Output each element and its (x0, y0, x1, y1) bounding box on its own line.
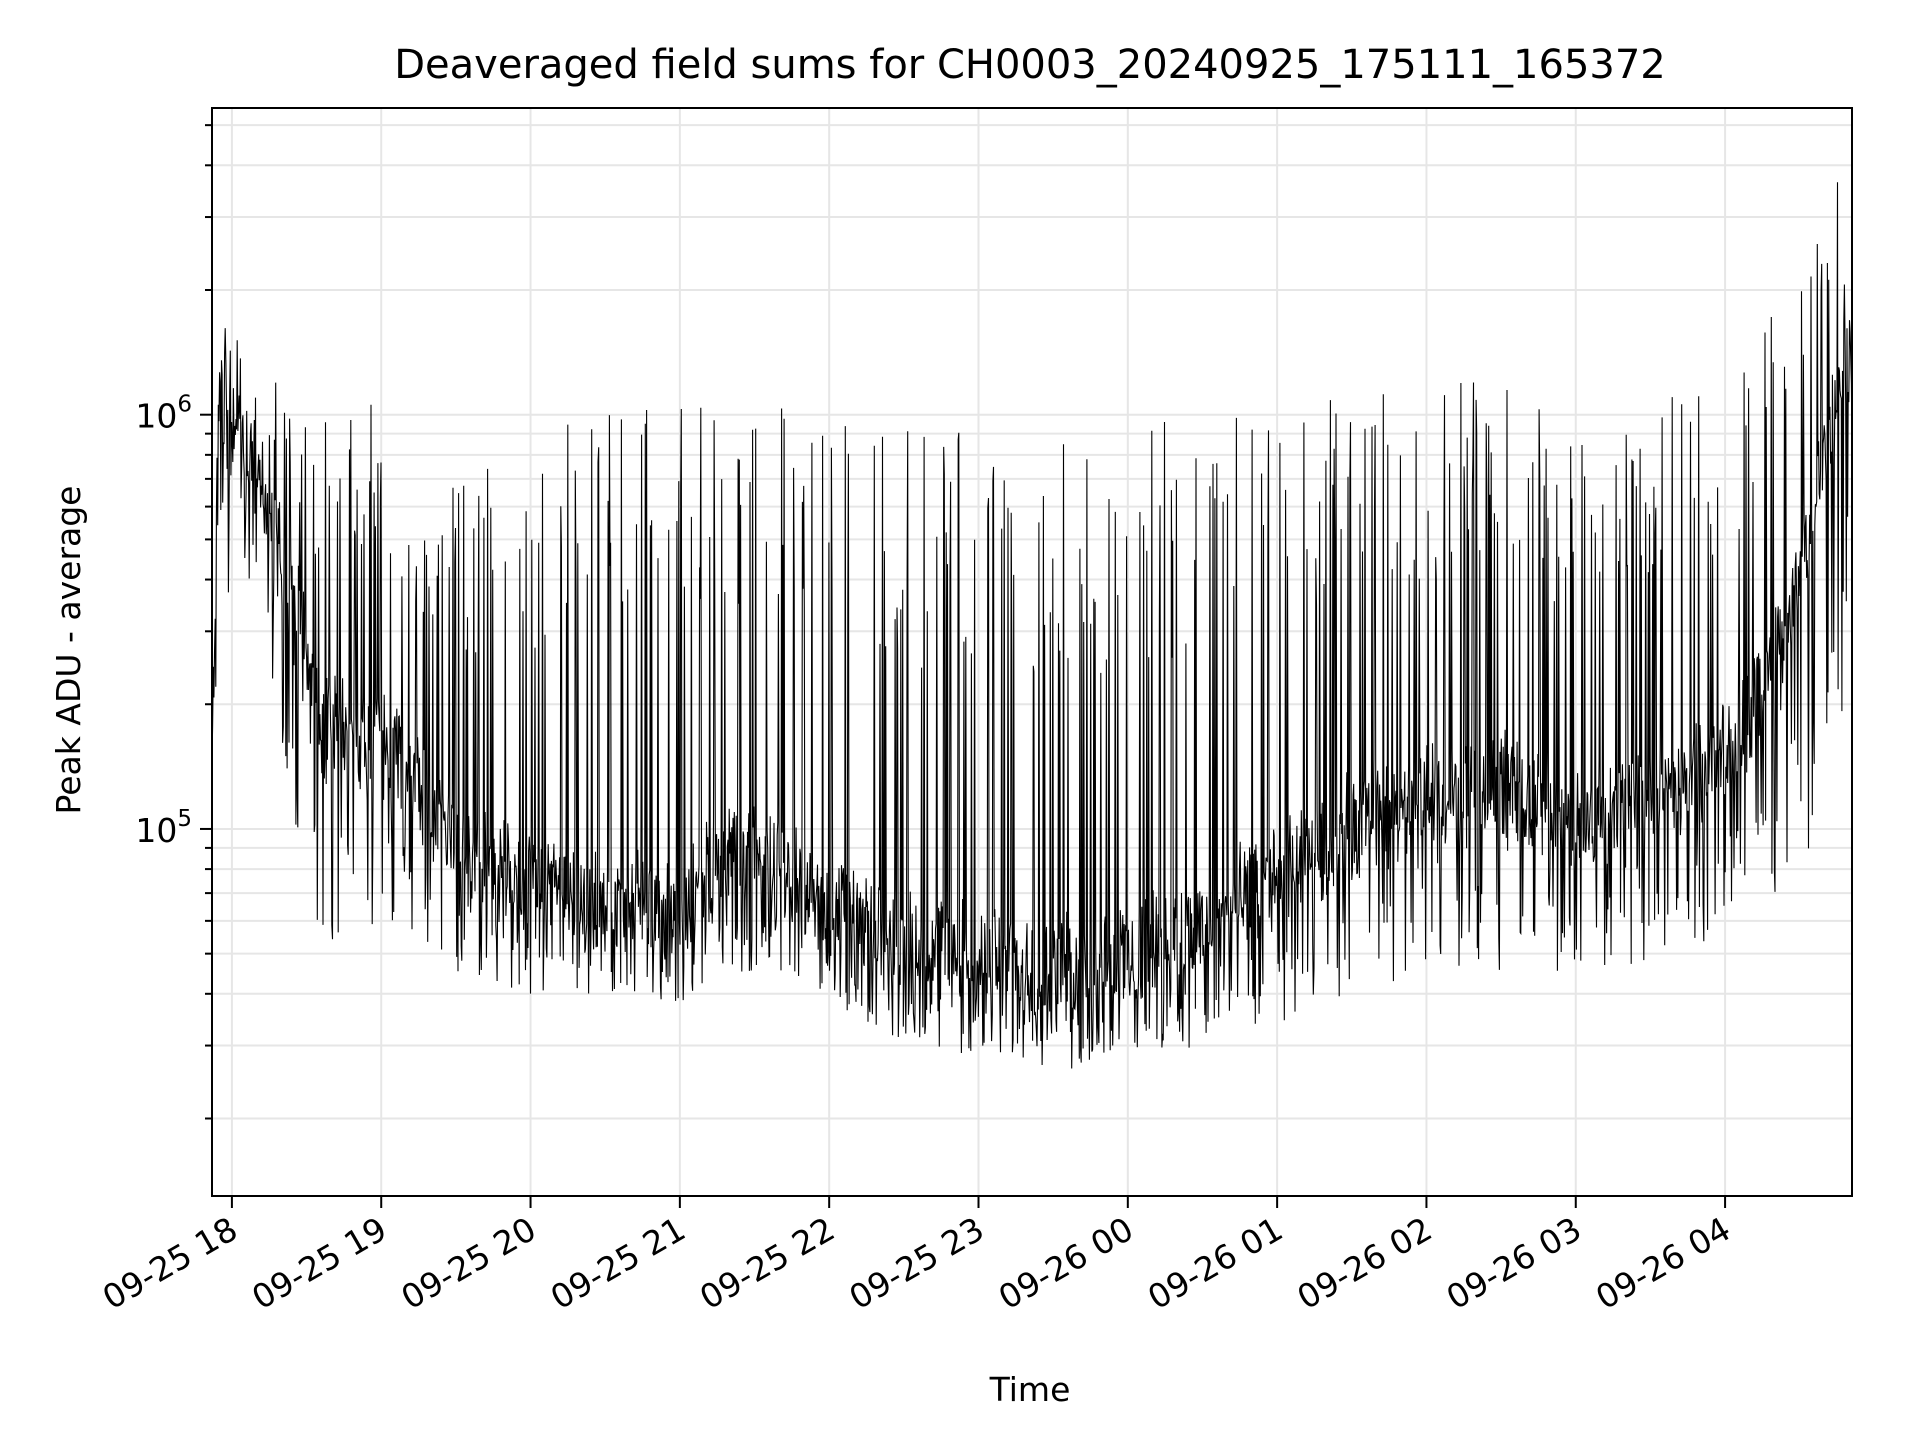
y-tick-label: 106 (135, 392, 192, 436)
x-tick-label: 09-26 01 (1141, 1209, 1289, 1317)
y-tick-label: 105 (135, 806, 192, 850)
x-tick-label: 09-25 19 (245, 1209, 393, 1317)
plot-area-frame (211, 107, 1853, 1197)
x-axis-label: Time (989, 1370, 1071, 1409)
x-tick-label: 09-25 21 (544, 1209, 692, 1317)
x-tick-label: 09-26 02 (1290, 1209, 1438, 1317)
x-tick-label: 09-25 23 (842, 1209, 990, 1317)
x-tick-label: 09-25 18 (96, 1209, 244, 1317)
x-tick-label: 09-25 22 (693, 1209, 841, 1317)
grid (212, 108, 1852, 1196)
x-tick-label: 09-26 00 (992, 1209, 1140, 1317)
x-tick-label: 09-25 20 (395, 1209, 543, 1317)
chart-title: Deaveraged field sums for CH0003_2024092… (394, 42, 1666, 88)
x-tick-label: 09-26 04 (1589, 1209, 1737, 1317)
x-tick-label: 09-26 03 (1440, 1209, 1588, 1317)
series-line (211, 182, 1853, 1069)
series-group (211, 182, 1853, 1069)
y-axis-label: Peak ADU - average (49, 486, 88, 815)
